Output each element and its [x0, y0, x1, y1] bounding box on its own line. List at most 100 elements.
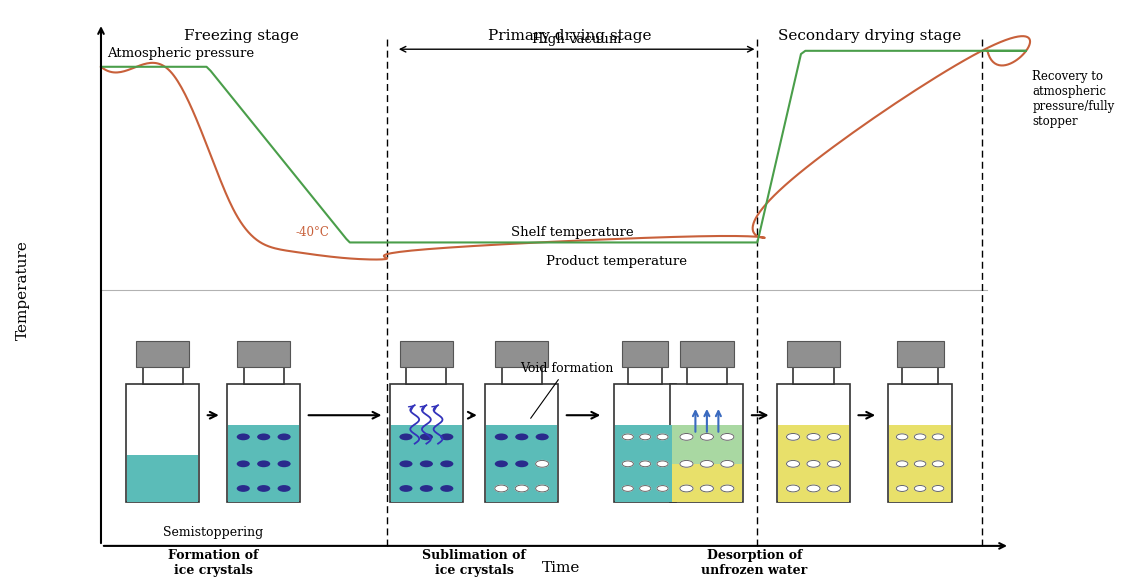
Bar	[687, 366, 727, 384]
Circle shape	[721, 460, 734, 467]
Bar	[228, 425, 299, 502]
Bar	[903, 366, 938, 384]
Circle shape	[420, 485, 433, 492]
FancyBboxPatch shape	[136, 342, 189, 367]
Circle shape	[515, 460, 528, 467]
Text: Atmospheric pressure: Atmospheric pressure	[107, 47, 254, 60]
Bar	[628, 366, 662, 384]
Bar	[127, 455, 198, 502]
Circle shape	[657, 485, 668, 491]
Circle shape	[257, 485, 270, 492]
Circle shape	[680, 433, 693, 440]
FancyBboxPatch shape	[237, 342, 290, 367]
Text: Void formation: Void formation	[521, 361, 613, 418]
Bar	[391, 425, 462, 502]
Text: Temperature: Temperature	[16, 241, 29, 340]
Circle shape	[807, 460, 820, 467]
FancyBboxPatch shape	[897, 342, 943, 367]
Circle shape	[623, 434, 634, 440]
Circle shape	[535, 460, 549, 467]
Circle shape	[494, 433, 508, 440]
Circle shape	[399, 485, 413, 492]
Circle shape	[494, 485, 508, 492]
Circle shape	[440, 433, 454, 440]
Circle shape	[278, 433, 290, 440]
Text: Secondary drying stage: Secondary drying stage	[778, 29, 962, 43]
Circle shape	[896, 434, 908, 440]
Bar	[671, 425, 743, 502]
Circle shape	[257, 433, 270, 440]
Circle shape	[494, 460, 508, 467]
Circle shape	[828, 433, 840, 440]
Text: Desorption of
unfrozen water: Desorption of unfrozen water	[702, 549, 807, 577]
Circle shape	[828, 460, 840, 467]
Circle shape	[914, 485, 925, 492]
Circle shape	[657, 461, 668, 467]
Text: Time: Time	[542, 561, 581, 575]
Bar	[143, 366, 183, 384]
Circle shape	[932, 434, 943, 440]
Circle shape	[640, 434, 651, 440]
Circle shape	[623, 461, 634, 467]
Circle shape	[623, 485, 634, 491]
Bar	[778, 425, 849, 502]
Text: Recovery to
atmospheric
pressure/fully
stopper: Recovery to atmospheric pressure/fully s…	[1032, 69, 1115, 128]
Text: Freezing stage: Freezing stage	[184, 29, 298, 43]
Circle shape	[701, 460, 713, 467]
Circle shape	[828, 485, 840, 492]
Text: Semistoppering: Semistoppering	[163, 526, 263, 538]
Circle shape	[515, 485, 528, 492]
Circle shape	[278, 460, 290, 467]
Bar	[888, 384, 953, 502]
Circle shape	[420, 460, 433, 467]
Bar	[889, 425, 951, 502]
Circle shape	[399, 433, 413, 440]
Circle shape	[237, 433, 249, 440]
Circle shape	[787, 460, 799, 467]
Bar	[777, 384, 850, 502]
Circle shape	[721, 485, 734, 492]
Bar	[486, 425, 557, 502]
Circle shape	[896, 485, 908, 492]
Bar	[126, 384, 200, 502]
Bar	[615, 384, 676, 502]
Circle shape	[278, 485, 290, 492]
FancyBboxPatch shape	[399, 342, 452, 367]
Circle shape	[914, 434, 925, 440]
Bar	[406, 366, 447, 384]
Circle shape	[657, 434, 668, 440]
Text: High vacuum: High vacuum	[532, 33, 621, 46]
Circle shape	[932, 485, 943, 492]
Circle shape	[807, 485, 820, 492]
Bar	[244, 366, 284, 384]
Bar	[485, 384, 558, 502]
Circle shape	[914, 461, 925, 467]
Circle shape	[237, 485, 249, 492]
Bar	[670, 384, 744, 502]
FancyBboxPatch shape	[623, 342, 668, 367]
Text: Sublimation of
ice crystals: Sublimation of ice crystals	[422, 549, 526, 577]
Circle shape	[640, 461, 651, 467]
Circle shape	[640, 485, 651, 491]
Bar	[501, 366, 542, 384]
Bar	[227, 384, 301, 502]
Bar	[390, 384, 463, 502]
FancyBboxPatch shape	[496, 342, 549, 367]
Circle shape	[440, 460, 454, 467]
Circle shape	[896, 461, 908, 467]
Circle shape	[440, 485, 454, 492]
Circle shape	[535, 433, 549, 440]
Circle shape	[420, 433, 433, 440]
FancyBboxPatch shape	[787, 342, 840, 367]
Circle shape	[787, 485, 799, 492]
Circle shape	[721, 433, 734, 440]
Circle shape	[257, 460, 270, 467]
Text: Shelf temperature: Shelf temperature	[511, 227, 634, 239]
Text: Product temperature: Product temperature	[547, 255, 687, 269]
Circle shape	[701, 485, 713, 492]
Circle shape	[680, 485, 693, 492]
Circle shape	[807, 433, 820, 440]
Text: -40°C: -40°C	[296, 226, 330, 239]
Text: Primary drying stage: Primary drying stage	[489, 29, 652, 43]
FancyBboxPatch shape	[680, 342, 734, 367]
